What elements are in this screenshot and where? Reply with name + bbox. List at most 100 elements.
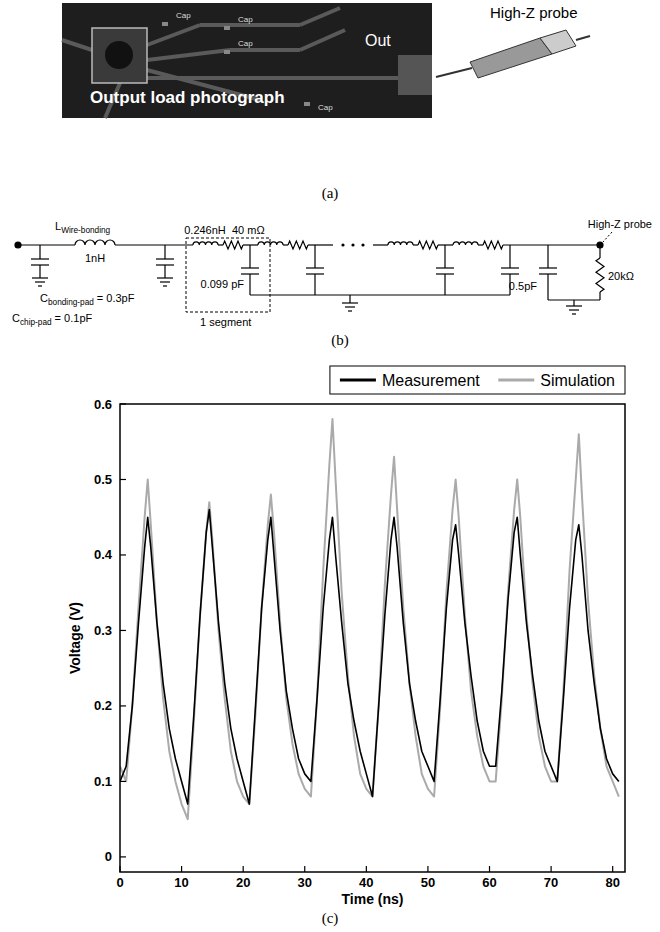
inductor <box>388 242 413 245</box>
capacitor-part <box>162 22 168 26</box>
x-tick <box>427 866 428 872</box>
cap-label: Cap <box>176 11 191 20</box>
resistor <box>223 241 243 249</box>
capacitor-plate <box>306 267 324 268</box>
ground <box>569 309 579 310</box>
wire <box>250 294 510 295</box>
probe-label: High-Z probe <box>588 218 652 230</box>
x-tick <box>550 866 551 872</box>
probe-node <box>597 242 603 248</box>
ground <box>342 302 358 303</box>
ground <box>566 305 582 306</box>
inductor <box>193 242 218 245</box>
cap-label: Cap <box>238 15 253 24</box>
y-tick-label: 0 <box>105 849 112 864</box>
legend-label: Measurement <box>382 372 480 389</box>
resistor <box>418 241 438 249</box>
photo-background <box>62 3 432 118</box>
inductor-label: LWire-bonding <box>55 220 111 235</box>
subscript: Wire-bonding <box>61 226 110 235</box>
probe-body <box>470 38 552 78</box>
ellipsis-dot <box>361 243 364 246</box>
ground <box>32 277 48 278</box>
symbol: C <box>40 292 48 304</box>
y-tick-label: 0.6 <box>94 397 112 412</box>
y-tick-label: 0.5 <box>94 472 112 487</box>
wire <box>373 244 388 245</box>
wire <box>115 244 193 245</box>
panel-caption: (c) <box>322 910 339 927</box>
x-tick <box>366 866 367 872</box>
x-tick-label: 0 <box>116 875 123 890</box>
pcb-trace <box>62 40 92 50</box>
wire <box>478 244 483 245</box>
series-line <box>120 419 619 819</box>
figure: Cap Cap Cap Cap Out Output load photograph Hig… <box>0 0 660 932</box>
y-tick <box>120 705 126 706</box>
wire <box>283 244 288 245</box>
x-tick <box>489 866 490 872</box>
pcb-trace <box>147 50 230 60</box>
wire <box>573 300 574 306</box>
segment-label: 1 segment <box>200 316 251 328</box>
wire <box>547 274 548 300</box>
wire <box>218 244 223 245</box>
photo-title: Output load photograph <box>90 88 285 107</box>
y-tick <box>120 630 126 631</box>
segment-resistance: 40 mΩ <box>232 224 265 236</box>
x-tick <box>304 866 305 872</box>
ground <box>160 281 170 282</box>
y-tick <box>120 554 126 555</box>
wire <box>314 245 315 268</box>
x-tick-label: 70 <box>544 875 558 890</box>
panel-caption: (b) <box>331 332 349 349</box>
wire <box>444 245 445 268</box>
segment-inductance: 0.246nH <box>184 224 226 236</box>
probe-arrow <box>603 232 612 242</box>
panel-caption: (a) <box>322 185 339 202</box>
x-tick <box>119 866 120 872</box>
out-label: Out <box>365 32 391 49</box>
wire <box>438 244 453 245</box>
legend: MeasurementSimulation <box>330 366 625 394</box>
plot-lines <box>120 419 619 819</box>
wire <box>413 244 418 245</box>
x-tick-label: 20 <box>236 875 250 890</box>
capacitor-part <box>304 102 310 106</box>
ellipsis-dot <box>341 243 344 246</box>
wire <box>349 295 350 303</box>
x-tick-label: 40 <box>359 875 373 890</box>
legend-box <box>330 366 625 394</box>
probe-drawing <box>436 30 590 78</box>
inductor <box>75 240 115 245</box>
y-tick <box>120 403 126 404</box>
pcb-trace <box>300 30 345 50</box>
wire <box>547 245 548 268</box>
chip-die <box>105 41 133 69</box>
x-axis-title: Time (ns) <box>342 891 404 907</box>
resistor <box>483 241 503 249</box>
legend-swatch <box>340 379 376 382</box>
cap-label: Cap <box>318 103 333 112</box>
ground <box>35 281 45 282</box>
wire <box>444 274 445 295</box>
wire <box>308 244 333 245</box>
y-tick-label: 0.3 <box>94 623 112 638</box>
capacitor-label: Cchip-pad= 0.1pF <box>12 312 92 327</box>
plot-frame <box>120 404 625 872</box>
capacitor-part <box>224 26 230 30</box>
ground <box>38 285 42 286</box>
probe-label: High-Z probe <box>490 4 578 21</box>
cap-label: Cap <box>238 39 253 48</box>
capacitor-plate <box>31 258 49 259</box>
inductor <box>453 242 478 245</box>
resistor <box>288 241 308 249</box>
probe-handle <box>540 30 576 54</box>
wire <box>39 265 40 278</box>
ground <box>163 285 167 286</box>
capacitor-part <box>224 50 230 54</box>
capacitor-plate <box>436 267 454 268</box>
value: = 0.1pF <box>55 312 93 324</box>
wire <box>39 245 40 259</box>
pcb-trace <box>230 48 300 52</box>
